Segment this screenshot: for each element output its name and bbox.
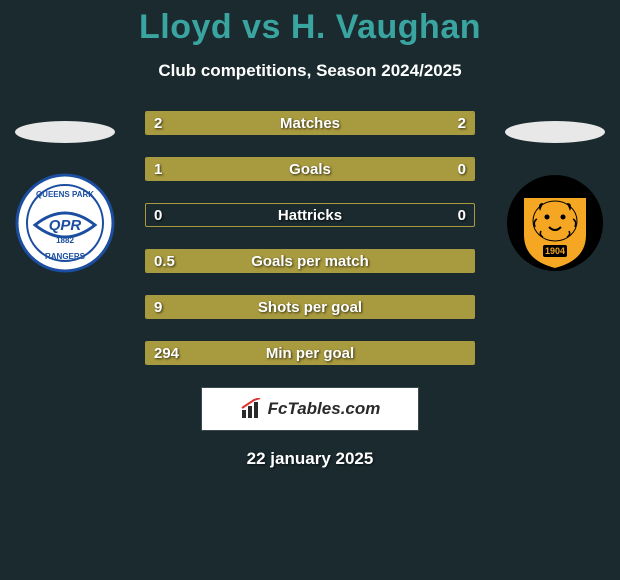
stat-row: 1Goals0 [145, 157, 475, 181]
stat-row: 9Shots per goal [145, 295, 475, 319]
stat-row: 0.5Goals per match [145, 249, 475, 273]
stat-row: 2Matches2 [145, 111, 475, 135]
stat-row: 294Min per goal [145, 341, 475, 365]
crest-left-initials: QPR [49, 217, 82, 234]
crest-left-text-top: QUEENS PARK [36, 190, 94, 199]
brand-footer[interactable]: FcTables.com [201, 387, 419, 431]
player-photo-placeholder-right [505, 121, 605, 143]
brand-text: FcTables.com [268, 399, 381, 419]
player-photo-placeholder-left [15, 121, 115, 143]
crest-left-text-bottom: RANGERS [45, 252, 86, 261]
chart-icon [240, 398, 264, 420]
stat-row: 0Hattricks0 [145, 203, 475, 227]
bar-fill-left [146, 250, 474, 272]
left-player-area: QUEENS PARK RANGERS QPR 1882 [10, 111, 120, 278]
club-crest-right: 1904 [505, 173, 605, 278]
date-text: 22 january 2025 [0, 449, 620, 469]
right-player-area: 1904 [500, 111, 610, 278]
bar-fill-left [146, 296, 474, 318]
club-crest-left: QUEENS PARK RANGERS QPR 1882 [15, 173, 115, 278]
bar-fill-right [310, 112, 474, 134]
crest-left-year: 1882 [56, 236, 74, 245]
comparison-area: QUEENS PARK RANGERS QPR 1882 1904 [0, 111, 620, 365]
page-title: Lloyd vs H. Vaughan [0, 0, 620, 47]
stat-value-left: 0 [154, 207, 162, 224]
bar-fill-right [408, 158, 474, 180]
crest-right-year: 1904 [545, 246, 565, 256]
bar-fill-left [146, 342, 474, 364]
bar-fill-left [146, 158, 408, 180]
bar-fill-left [146, 112, 310, 134]
stat-label: Hattricks [146, 207, 474, 224]
stat-value-right: 0 [458, 207, 466, 224]
stat-bars: 2Matches2 1Goals0 0Hattricks0 0.5Goals per … [145, 111, 475, 365]
subtitle: Club competitions, Season 2024/2025 [0, 61, 620, 81]
